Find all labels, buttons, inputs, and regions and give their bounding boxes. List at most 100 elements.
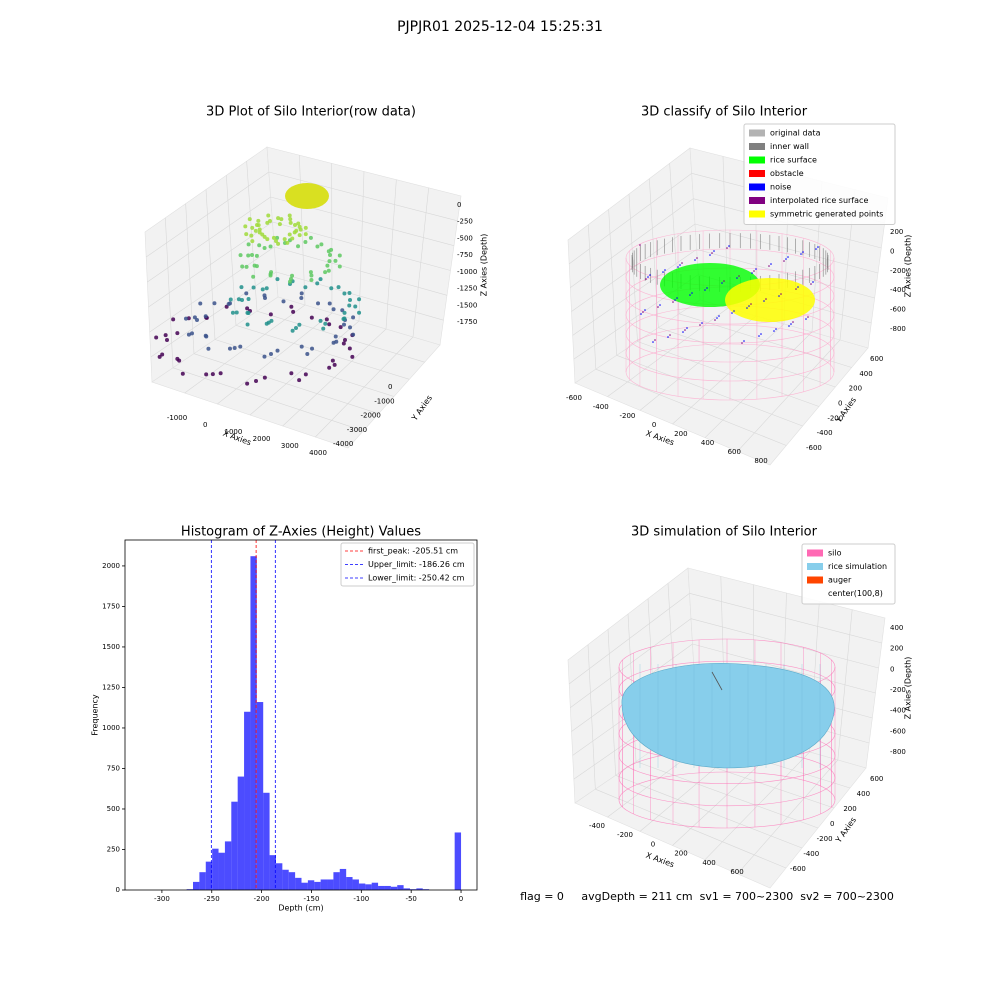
x-tick-label: 400 [701, 439, 714, 447]
y-tick-label: 600 [870, 355, 883, 363]
point-cloud [337, 253, 342, 258]
point-cloud [240, 264, 245, 269]
panel-title: 3D simulation of Silo Interior [631, 525, 818, 540]
y-tick-label: -4000 [333, 440, 353, 448]
point-cloud [268, 273, 273, 278]
y-tick-label: 1000 [102, 724, 120, 732]
point-cloud [338, 325, 343, 330]
bar [339, 868, 347, 890]
noise-point [763, 300, 765, 302]
z-tick-label: -400 [890, 707, 906, 715]
noise-point [676, 297, 678, 299]
pane-grid [737, 339, 841, 452]
point-cloud [353, 304, 358, 309]
y-tick-label: 400 [859, 370, 872, 378]
y-tick-label: 500 [107, 805, 120, 813]
bar [378, 885, 385, 890]
bar [403, 888, 410, 890]
noise-point [741, 342, 743, 344]
point-cloud [329, 286, 334, 291]
bar [256, 702, 264, 890]
point-cloud [296, 221, 301, 226]
pane-grid [150, 271, 277, 358]
point-cloud [262, 375, 267, 380]
y-tick-label: 0 [830, 820, 834, 828]
pane-grid [737, 759, 839, 875]
point-cloud [342, 322, 347, 327]
y-tick-label: 0 [388, 383, 392, 391]
point-cloud [309, 315, 314, 320]
point-cloud [160, 352, 165, 357]
point-cloud [297, 322, 302, 327]
y-axis-label: Y Axies [409, 394, 434, 424]
y-tick-label: 0 [116, 886, 120, 894]
x-tick-label: 1000 [224, 428, 242, 436]
noise-point [669, 334, 671, 336]
bar [390, 886, 398, 890]
point-cloud [303, 232, 308, 237]
panel-title: Histogram of Z-Axies (Height) Values [181, 525, 421, 540]
point-cloud [357, 297, 362, 302]
point-cloud [256, 223, 261, 228]
point-cloud [319, 242, 324, 247]
legend-label: auger [828, 576, 852, 585]
noise-point [694, 259, 696, 261]
x-axis-label: Depth (cm) [278, 904, 323, 913]
point-cloud [277, 222, 282, 227]
y-tick-label: 600 [870, 775, 883, 783]
point-cloud [348, 325, 353, 330]
decoration [144, 146, 889, 889]
point-cloud [290, 236, 295, 241]
x-tick-label: -200 [619, 412, 635, 420]
noise-point [760, 333, 762, 335]
point-cloud [333, 258, 338, 263]
point-cloud [236, 297, 241, 302]
noise-point [672, 301, 674, 303]
legend-swatch [749, 156, 765, 164]
point-cloud [321, 326, 326, 331]
bar [224, 841, 232, 890]
point-cloud [262, 245, 267, 250]
noise-point [716, 317, 718, 319]
point-cloud [329, 247, 334, 252]
z-tick-label: -600 [890, 727, 906, 735]
point-cloud [294, 326, 298, 330]
point-cloud [251, 285, 256, 290]
point-cloud [186, 332, 191, 337]
pane-grid [315, 336, 414, 438]
bar [205, 861, 213, 890]
noise-point [751, 272, 753, 274]
y-tick-label: 400 [857, 790, 870, 798]
point-cloud [347, 346, 352, 351]
z-tick-label: 0 [890, 665, 894, 673]
y-tick-label: -200 [817, 835, 833, 843]
bar [454, 832, 462, 890]
x-tick-label: -600 [566, 394, 582, 402]
point-cloud [325, 263, 330, 268]
y-tick-label: -2000 [361, 412, 381, 420]
point-cloud [257, 227, 262, 232]
point-cloud [309, 278, 314, 283]
point-cloud [232, 345, 237, 350]
y-tick-label: -600 [806, 444, 822, 452]
legend-swatch [749, 129, 765, 137]
noise-point [812, 281, 814, 283]
noise-point [699, 324, 701, 326]
bar [244, 711, 251, 890]
z-tick-label: -1000 [457, 268, 477, 276]
y-tick-label: -200 [827, 414, 843, 422]
point-cloud [245, 381, 250, 386]
noise-point [642, 311, 644, 313]
legend-label: interpolated rice surface [770, 196, 868, 205]
y-tick-label: 200 [849, 385, 862, 393]
auger [711, 671, 723, 691]
legend-box [801, 543, 896, 605]
point-cloud [244, 232, 249, 237]
point-cloud [290, 328, 295, 333]
point-cloud [347, 303, 352, 308]
x-tick-label: 2000 [253, 435, 271, 443]
point-cloud [342, 316, 347, 321]
z-tick-label: -1500 [457, 301, 477, 309]
noise-point [768, 265, 770, 267]
point-cloud [288, 217, 293, 222]
